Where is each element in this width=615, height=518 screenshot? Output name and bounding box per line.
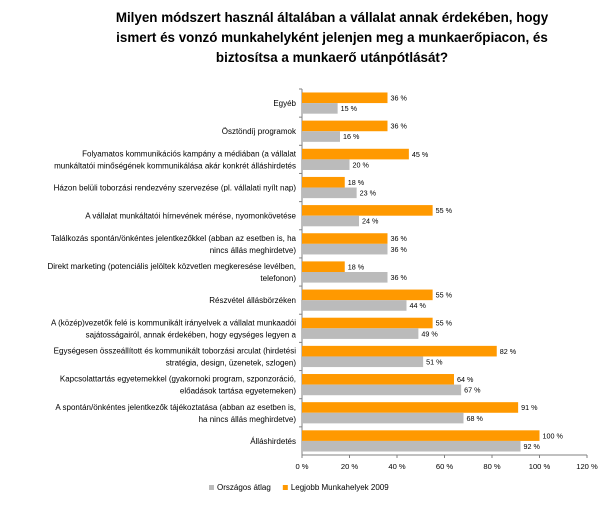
bar-orszagos <box>302 215 359 227</box>
data-label-orszagos: 16 % <box>343 132 360 141</box>
data-label-legjobb: 36 % <box>391 122 408 131</box>
bar-legjobb <box>302 205 433 216</box>
category-label: Folyamatos kommunikációs kampány a médiá… <box>82 149 297 158</box>
data-label-legjobb: 55 % <box>436 291 453 300</box>
category-label: előadások tartása egyetemeken) <box>180 387 296 396</box>
data-label-orszagos: 24 % <box>362 217 379 226</box>
data-label-orszagos: 68 % <box>467 414 484 423</box>
x-tick-label: 20 % <box>341 462 359 471</box>
category-label: A spontán/önkéntes jelentkezők tájékozta… <box>55 403 296 412</box>
data-label-orszagos: 67 % <box>464 386 481 395</box>
category-label: munkáltatói minőségének kommunikálása ak… <box>54 161 296 170</box>
x-tick-label: 40 % <box>388 462 406 471</box>
category-label: A vállalat munkáltatói hírnevének mérése… <box>85 212 296 221</box>
bar-legjobb <box>302 261 345 272</box>
bar-orszagos <box>302 103 338 114</box>
chart-title-line: Milyen módszert használ általában a váll… <box>116 10 549 25</box>
data-label-orszagos: 44 % <box>410 301 427 310</box>
data-label-orszagos: 92 % <box>524 442 541 451</box>
bar-orszagos <box>302 440 521 452</box>
chart-title-line: ismert és vonzó munkahelyként jelenjen m… <box>116 30 548 45</box>
category-label: Kapcsolattartás egyetemekkel (gyakornoki… <box>60 375 296 384</box>
data-label-orszagos: 49 % <box>421 329 438 338</box>
bar-legjobb <box>302 289 433 301</box>
data-label-legjobb: 82 % <box>500 347 517 356</box>
data-label-legjobb: 55 % <box>436 206 453 215</box>
bar-legjobb <box>302 176 345 188</box>
data-label-legjobb: 18 % <box>348 178 365 187</box>
data-label-orszagos: 36 % <box>391 273 408 282</box>
category-label: Részvétel állásbörzéken <box>209 296 296 305</box>
data-label-legjobb: 45 % <box>412 150 429 159</box>
x-tick-label: 100 % <box>529 462 551 471</box>
bar-orszagos <box>302 159 350 170</box>
bar-legjobb <box>302 402 519 413</box>
data-label-orszagos: 20 % <box>353 160 370 169</box>
category-label: Álláshirdetés <box>250 437 296 446</box>
data-label-orszagos: 36 % <box>391 245 408 254</box>
category-label: ha nincs állás meghirdetve) <box>199 415 297 424</box>
data-label-legjobb: 36 % <box>391 93 408 102</box>
legend-label: Legjobb Munkahelyek 2009 <box>291 483 389 492</box>
x-tick-label: 0 % <box>295 462 308 471</box>
bar-legjobb <box>302 317 433 329</box>
data-label-legjobb: 18 % <box>348 262 365 271</box>
category-label: nincs állás meghirdetve) <box>210 246 297 255</box>
data-label-orszagos: 15 % <box>341 104 358 113</box>
legend-swatch <box>209 485 214 490</box>
bar-orszagos <box>302 300 407 311</box>
bar-orszagos <box>302 131 340 142</box>
chart-title: Milyen módszert használ általában a váll… <box>116 10 549 65</box>
legend-label: Országos átlag <box>217 483 271 492</box>
category-label: A (közép)vezetők felé is kommunikált irá… <box>51 318 296 327</box>
bar-orszagos <box>302 356 424 368</box>
legend: Országos átlag Legjobb Munkahelyek 2009 <box>209 483 389 492</box>
legend-swatch <box>282 485 288 490</box>
category-label: Házon belüli toborzási rendezvény szerve… <box>54 184 297 193</box>
bar-orszagos <box>302 328 419 339</box>
x-tick-label: 60 % <box>436 462 454 471</box>
x-tick-label: 120 % <box>576 462 598 471</box>
data-label-legjobb: 91 % <box>521 403 538 412</box>
bar-legjobb <box>302 430 540 441</box>
category-label: telefonon) <box>260 274 296 283</box>
category-label: Egységesen összeállított és kommunikált … <box>54 346 297 355</box>
bar-orszagos <box>302 412 464 424</box>
bar-orszagos <box>302 243 388 255</box>
category-label: Ösztöndíj programok <box>222 127 297 136</box>
chart-title-line: biztosítsa a munkaerő utánpótlását? <box>216 50 448 65</box>
bar-orszagos <box>302 384 462 396</box>
category-label: Találkozás spontán/önkéntes jelentkezőkk… <box>51 234 297 243</box>
bar-legjobb <box>302 345 497 357</box>
data-label-legjobb: 64 % <box>457 375 474 384</box>
data-label-orszagos: 23 % <box>360 189 377 198</box>
bar-legjobb <box>302 148 409 160</box>
bar-legjobb <box>302 374 454 385</box>
category-label: stratégia, design, üzenetek, szlogen) <box>166 358 297 367</box>
category-label: Direkt marketing (potenciális jelöltek k… <box>47 262 296 271</box>
bar-legjobb <box>302 92 388 104</box>
category-label: Egyéb <box>273 99 296 108</box>
data-label-legjobb: 100 % <box>543 431 564 440</box>
bar-legjobb <box>302 233 388 244</box>
bar-orszagos <box>302 272 388 283</box>
plot-area: 0 % 20 % 40 % 60 % 80 % 100 % 120 % Egyéb 36 % 15… <box>47 88 598 471</box>
data-label-orszagos: 51 % <box>426 357 443 366</box>
bar-legjobb <box>302 120 388 132</box>
x-tick-label: 80 % <box>483 462 501 471</box>
bar-orszagos <box>302 187 357 199</box>
data-label-legjobb: 36 % <box>391 234 408 243</box>
data-label-legjobb: 55 % <box>436 319 453 328</box>
category-label: sajátosságairól, annak érdekében, hogy e… <box>86 330 297 339</box>
